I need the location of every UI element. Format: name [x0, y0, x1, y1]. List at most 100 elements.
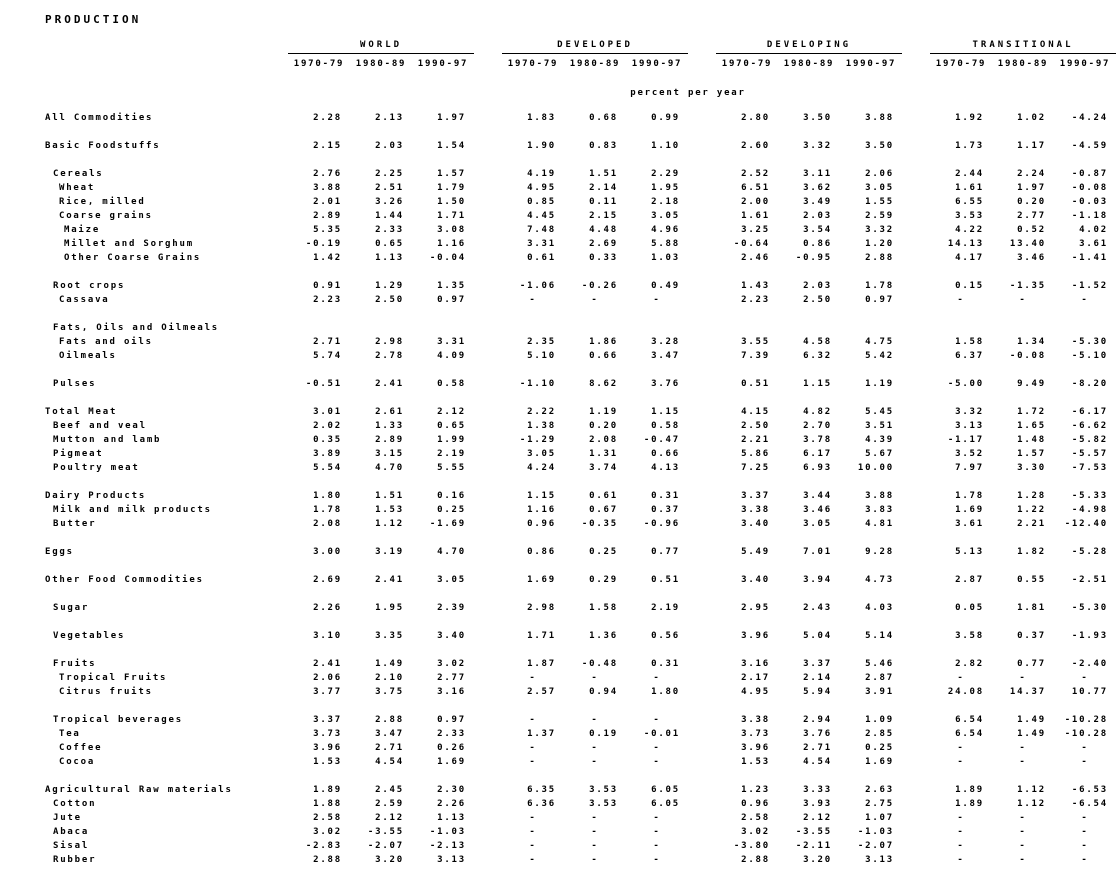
row-label: Cereals [53, 169, 104, 179]
value-cell: -6.17 [1071, 407, 1108, 417]
column-gap [260, 685, 288, 699]
column-gap [474, 139, 502, 153]
value-cell: 5.46 [865, 659, 894, 669]
row-label: Vegetables [53, 631, 126, 641]
value-cell: 5.42 [865, 351, 894, 361]
value-cell: 3.53 [955, 211, 984, 221]
column-gap [688, 447, 716, 461]
value-cell: 0.58 [651, 421, 680, 431]
value-cell: 1.10 [651, 141, 680, 151]
value-cell: 4.19 [527, 169, 556, 179]
column-gap [688, 545, 716, 559]
value-cell: 14.13 [947, 239, 984, 249]
value-cell: 2.98 [375, 337, 404, 347]
value-cell: 1.38 [527, 421, 556, 431]
table-row: Other Food Commodities 2.69 2.41 3.05 1.69 0.… [45, 573, 1116, 587]
value-cell: -1.29 [519, 435, 556, 445]
value-cell: 3.78 [803, 435, 832, 445]
row-label: Fats, Oils and Oilmeals [53, 323, 220, 333]
value-cell: 2.50 [741, 421, 770, 431]
value-cell: 1.36 [589, 631, 618, 641]
table-row: Wheat 3.88 2.51 1.79 4.95 2.14 1.95 6.51 3.62 3.0… [45, 181, 1116, 195]
row-label: Jute [53, 813, 82, 823]
value-cell [502, 321, 564, 335]
column-gap [474, 433, 502, 447]
column-gap [474, 545, 502, 559]
value-cell: 0.33 [589, 253, 618, 263]
value-cell: 1.69 [865, 757, 894, 767]
value-cell: - [1081, 673, 1089, 683]
value-cell: 1.15 [651, 407, 680, 417]
period-header-developing-1990-97: 1990-97 [845, 59, 897, 70]
value-cell: -5.30 [1071, 337, 1108, 347]
row-label: Beef and veal [53, 421, 147, 431]
column-gap [474, 713, 502, 727]
column-gap [902, 405, 930, 419]
value-cell: -3.80 [733, 841, 770, 851]
value-cell: 2.76 [313, 169, 342, 179]
value-cell: -1.18 [1071, 211, 1108, 221]
value-cell: 0.11 [589, 197, 618, 207]
column-gap [260, 629, 288, 643]
value-cell: 2.03 [803, 281, 832, 291]
value-cell: 2.59 [865, 211, 894, 221]
spacer-cell [45, 475, 1116, 489]
value-cell: 3.54 [803, 225, 832, 235]
value-cell: 6.32 [803, 351, 832, 361]
spacer-row [45, 153, 1116, 167]
value-cell: - [653, 743, 661, 753]
value-cell: 3.20 [803, 855, 832, 865]
value-cell: 3.76 [651, 379, 680, 389]
table-row: Tea 3.73 3.47 2.33 1.37 0.19 -0.01 3.73 3.76 2.85… [45, 727, 1116, 741]
value-cell: -2.13 [429, 841, 466, 851]
value-cell: 3.62 [803, 183, 832, 193]
column-gap [902, 517, 930, 531]
value-cell: 2.57 [527, 687, 556, 697]
spacer-row [45, 699, 1116, 713]
value-cell: 2.06 [313, 673, 342, 683]
value-cell: -0.03 [1071, 197, 1108, 207]
value-cell: - [1019, 743, 1027, 753]
spacer-row [45, 475, 1116, 489]
value-cell: 4.95 [741, 687, 770, 697]
value-cell: -0.08 [1071, 183, 1108, 193]
value-cell: 5.86 [741, 449, 770, 459]
value-cell: 2.17 [741, 673, 770, 683]
value-cell: 2.70 [803, 421, 832, 431]
column-gap [474, 195, 502, 209]
value-cell: -6.62 [1071, 421, 1108, 431]
value-cell: 3.93 [803, 799, 832, 809]
value-cell: 2.58 [741, 813, 770, 823]
group-header-row: WORLD DEVELOPED DEVELOPING TRANSITIONAL [45, 35, 1116, 54]
value-cell: 0.55 [1017, 575, 1046, 585]
value-cell: 1.19 [589, 407, 618, 417]
value-cell: 4.22 [955, 225, 984, 235]
table-row: Sisal -2.83 -2.07 -2.13 - - - -3.80 -2.11 -2.07 - -… [45, 839, 1116, 853]
value-cell: 1.53 [313, 757, 342, 767]
column-gap [688, 349, 716, 363]
value-cell: -0.51 [305, 379, 342, 389]
table-row: Cassava 2.23 2.50 0.97 - - - 2.23 2.50 0.97 - - - [45, 293, 1116, 307]
value-cell: 1.79 [437, 183, 466, 193]
column-gap [260, 755, 288, 769]
value-cell: 2.69 [589, 239, 618, 249]
value-cell: 0.15 [955, 281, 984, 291]
column-gap [902, 657, 930, 671]
value-cell: 1.37 [527, 729, 556, 739]
column-gap [902, 377, 930, 391]
value-cell [992, 321, 1054, 335]
value-cell: - [1019, 855, 1027, 865]
value-cell: 0.20 [589, 421, 618, 431]
column-gap [902, 209, 930, 223]
row-label: Root crops [53, 281, 126, 291]
value-cell: 2.26 [313, 603, 342, 613]
value-cell: - [653, 673, 661, 683]
column-gap [260, 405, 288, 419]
value-cell: 3.74 [589, 463, 618, 473]
value-cell: 3.50 [803, 113, 832, 123]
value-cell: 2.95 [741, 603, 770, 613]
value-cell: -6.53 [1071, 785, 1108, 795]
value-cell: 3.02 [437, 659, 466, 669]
value-cell: 1.72 [1017, 407, 1046, 417]
value-cell: 0.97 [437, 715, 466, 725]
